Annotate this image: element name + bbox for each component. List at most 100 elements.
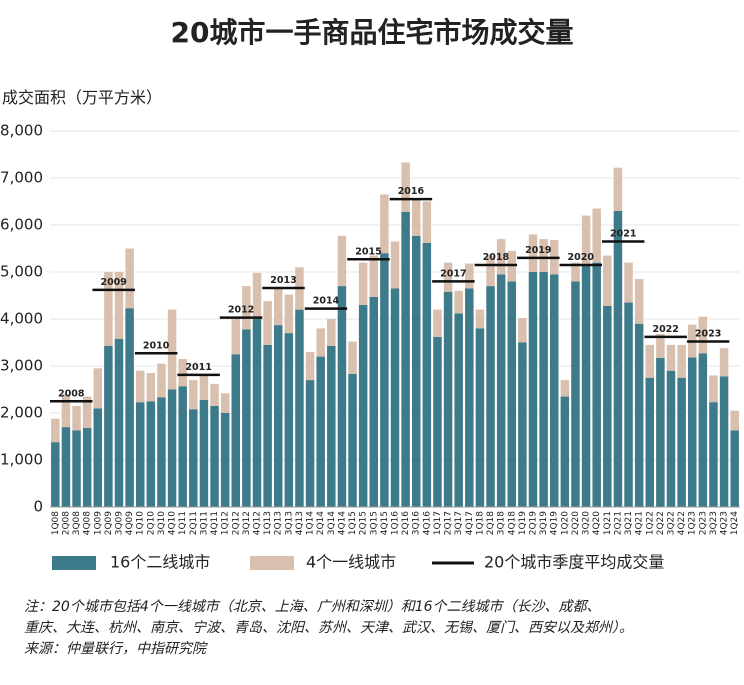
bar-segment [518, 342, 527, 507]
year-label: 2016 [398, 186, 425, 197]
bar-segment [295, 309, 304, 507]
bar-segment [613, 167, 623, 211]
x-tick-label: 3Q12 [242, 511, 252, 535]
bar-segment [592, 208, 601, 263]
bar-segment [549, 274, 559, 507]
bar-segment [369, 255, 379, 297]
x-tick-label: 3Q20 [582, 511, 592, 536]
bar-segment [677, 344, 686, 378]
year-label: 2010 [143, 340, 170, 351]
bar-segment [475, 309, 485, 329]
bar-segment [210, 383, 219, 406]
x-tick-label: 2Q22 [656, 511, 666, 535]
year-label: 2012 [228, 305, 254, 316]
bar-segment [528, 272, 538, 507]
x-tick-label: 2Q20 [571, 511, 581, 536]
bar-segment [157, 397, 166, 507]
y-tick-label: 8,000 [0, 122, 43, 140]
x-tick-label: 2Q12 [231, 511, 241, 535]
bar-segment [730, 410, 739, 431]
x-tick-label: 1Q12 [221, 511, 231, 535]
year-label: 2014 [313, 296, 340, 307]
bar-segment [571, 281, 580, 507]
note: 来源：仲量联行，中指研究院 [24, 641, 208, 657]
x-tick-label: 4Q09 [125, 511, 135, 536]
bar-segment [146, 373, 156, 402]
chart-title: 20城市一手商品住宅市场成交量 [171, 16, 574, 49]
y-tick-label: 2,000 [0, 404, 43, 422]
bar-segment [167, 309, 177, 390]
bar-segment [157, 363, 166, 398]
bar-segment [454, 290, 463, 314]
bar-segment [486, 286, 495, 507]
legend-label: 20个城市季度平均成交量 [484, 553, 664, 572]
year-label: 2008 [58, 388, 85, 399]
bar-segment [677, 377, 686, 507]
year-label: 2023 [695, 329, 721, 340]
bar-segment [104, 272, 113, 346]
year-label: 2019 [525, 245, 551, 256]
bar-segment [263, 301, 272, 345]
x-tick-label: 2Q10 [146, 511, 156, 536]
x-tick-label: 4Q13 [295, 511, 305, 535]
bar-segment [284, 294, 294, 334]
bar-segment [189, 380, 198, 410]
x-tick-label: 1Q09 [93, 511, 103, 536]
year-label: 2011 [185, 362, 211, 373]
x-tick-label: 2Q14 [316, 511, 326, 536]
x-tick-label: 2Q08 [61, 511, 71, 536]
x-tick-label: 1Q21 [603, 511, 613, 535]
x-tick-label: 1Q14 [306, 511, 316, 536]
x-tick-label: 2Q19 [529, 511, 539, 536]
x-tick-label: 2Q16 [401, 511, 411, 536]
bar-segment [316, 356, 325, 507]
bar-segment [719, 348, 729, 377]
x-tick-label: 3Q21 [624, 511, 634, 535]
bar-segment [496, 274, 506, 507]
x-tick-label: 1Q23 [688, 511, 698, 535]
bar-segment [465, 288, 474, 507]
legend-label: 4个一线城市 [306, 553, 396, 572]
x-tick-label: 4Q14 [337, 511, 347, 536]
bar-segment [443, 262, 453, 292]
bar-segment [135, 402, 145, 507]
bar-segment [210, 405, 219, 507]
x-tick-label: 1Q15 [348, 511, 358, 535]
note: 注：20个城市包括4个一线城市（北京、上海、广州和深圳）和16个二线城市（长沙、… [24, 599, 601, 615]
bar-segment [698, 353, 708, 507]
bar-segment [603, 305, 612, 507]
bar-segment [104, 345, 113, 507]
x-tick-label: 2Q13 [274, 511, 284, 535]
bar-segment [709, 375, 718, 403]
bar-segment [507, 281, 517, 507]
bar-segment [634, 279, 644, 324]
bar-segment [61, 394, 71, 428]
bar-segment [496, 239, 506, 275]
bar-segment [252, 319, 262, 507]
bar-segment [560, 396, 570, 507]
year-label: 2022 [652, 324, 678, 335]
bar-segment [422, 201, 432, 243]
legend-label: 16个二线城市 [110, 553, 210, 572]
bar-segment [93, 368, 103, 409]
x-tick-label: 4Q12 [253, 511, 263, 535]
bar-segment [656, 334, 665, 359]
bar-segment [709, 402, 718, 507]
bar-segment [316, 328, 325, 357]
x-tick-label: 4Q11 [210, 511, 220, 535]
x-tick-label: 4Q22 [677, 511, 687, 535]
bar-segment [231, 354, 241, 507]
x-tick-label: 4Q10 [168, 511, 178, 536]
bar-segment [273, 288, 283, 326]
x-tick-label: 3Q10 [157, 511, 167, 536]
bar-segment [433, 336, 442, 507]
bar-segment [93, 408, 103, 507]
bar-segment [61, 427, 71, 507]
bar-segment [624, 262, 633, 303]
y-tick-label: 1,000 [0, 451, 43, 469]
y-tick-label: 4,000 [0, 310, 43, 328]
y-tick-label: 5,000 [0, 263, 43, 281]
bar-segment [252, 272, 262, 319]
legend-swatch [250, 556, 294, 570]
x-tick-label: 2Q11 [189, 511, 199, 535]
